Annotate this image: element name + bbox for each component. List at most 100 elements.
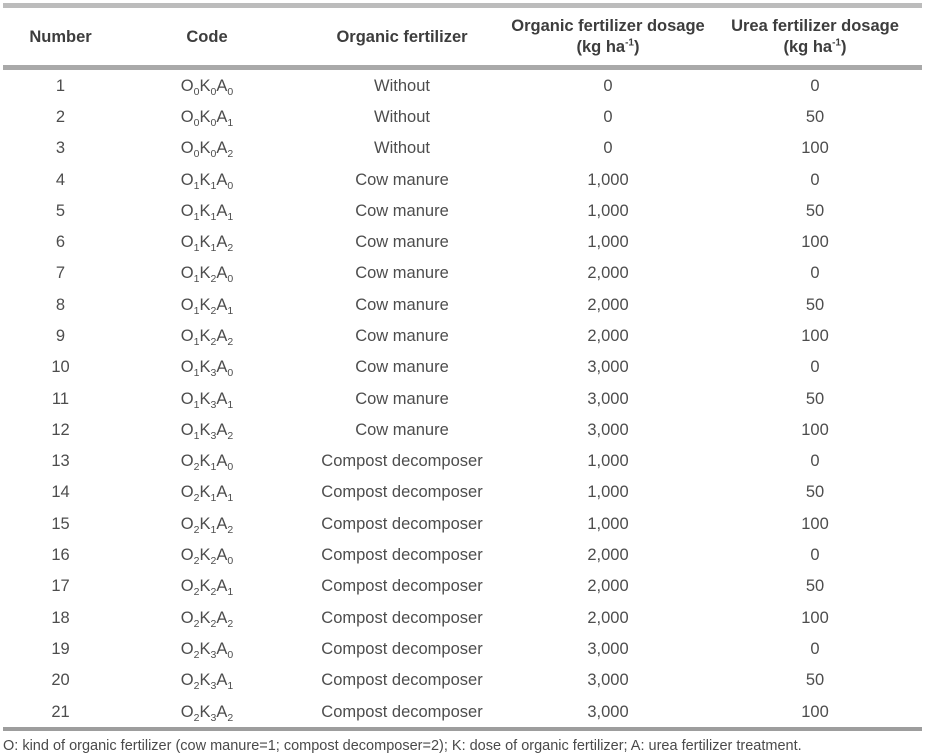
cell-urea-dosage: 100: [801, 326, 829, 345]
cell-organic-fertilizer: Without: [374, 76, 430, 95]
cell-urea-dosage: 50: [805, 389, 825, 408]
col-header-organic-fertilizer-label: Organic fertilizer: [336, 27, 468, 46]
cell-organic-fertilizer: Cow manure: [355, 326, 449, 345]
table-row: 13 O2K1A0 Compost decomposer 1,000 0: [3, 446, 922, 477]
cell-urea-dosage: 0: [810, 639, 820, 658]
cell-organic-dosage: 1,000: [587, 452, 629, 471]
cell-organic-dosage: 2,000: [587, 326, 629, 345]
table-row: 17 O2K2A1 Compost decomposer 2,000 50: [3, 571, 922, 602]
cell-code: O2K1A1: [180, 483, 234, 505]
cell-organic-fertilizer: Compost decomposer: [321, 452, 483, 471]
cell-organic-dosage: 1,000: [587, 201, 629, 220]
cell-number: 10: [51, 358, 70, 377]
cell-urea-dosage: 0: [810, 264, 820, 283]
cell-organic-dosage: 2,000: [587, 295, 629, 314]
cell-organic-dosage: 2,000: [587, 608, 629, 627]
cell-organic-dosage: 1,000: [587, 170, 629, 189]
table-row: 1 O0K0A0 Without 0 0: [3, 68, 922, 102]
cell-number: 8: [55, 295, 66, 314]
cell-number: 18: [51, 608, 70, 627]
cell-urea-dosage: 100: [801, 233, 829, 252]
cell-code: O1K2A2: [180, 326, 234, 348]
table-row: 19 O2K3A0 Compost decomposer 3,000 0: [3, 634, 922, 665]
cell-number: 12: [51, 420, 70, 439]
cell-organic-dosage: 0: [603, 139, 613, 158]
cell-number: 14: [51, 483, 70, 502]
cell-organic-dosage: 2,000: [587, 546, 629, 565]
header-row: Number Code Organic fertilizer Organic f…: [3, 5, 922, 68]
cell-code: O1K3A2: [180, 420, 234, 442]
col-header-urea-dosage: Urea fertilizer dosage (kg ha-1): [708, 6, 922, 68]
cell-organic-dosage: 3,000: [587, 702, 629, 721]
cell-organic-fertilizer: Cow manure: [355, 295, 449, 314]
cell-urea-dosage: 50: [805, 577, 825, 596]
cell-code: O2K1A2: [180, 514, 234, 536]
cell-organic-dosage: 3,000: [587, 358, 629, 377]
cell-number: 1: [55, 76, 66, 95]
cell-urea-dosage: 100: [801, 514, 829, 533]
cell-code: O2K1A0: [180, 452, 234, 474]
table-body: 1 O0K0A0 Without 0 0 2 O0K0A1 Without 0 50 3 O0K0A2…: [3, 68, 922, 730]
cell-organic-dosage: 3,000: [587, 671, 629, 690]
cell-organic-dosage: 1,000: [587, 233, 629, 252]
cell-urea-dosage: 0: [810, 170, 820, 189]
table-row: 8 O1K2A1 Cow manure 2,000 50: [3, 289, 922, 320]
cell-number: 7: [55, 264, 66, 283]
cell-organic-dosage: 1,000: [587, 483, 629, 502]
cell-code: O2K3A0: [180, 639, 234, 661]
cell-urea-dosage: 50: [805, 201, 825, 220]
cell-organic-fertilizer: Compost decomposer: [321, 702, 483, 721]
cell-organic-fertilizer: Cow manure: [355, 420, 449, 439]
col-header-urea-dosage-label: Urea fertilizer dosage: [731, 17, 899, 35]
cell-number: 13: [51, 452, 70, 471]
cell-number: 21: [51, 702, 70, 721]
cell-code: O0K0A2: [180, 139, 234, 161]
cell-urea-dosage: 0: [810, 546, 820, 565]
cell-code: O2K3A2: [180, 702, 234, 724]
table-row: 11 O1K3A1 Cow manure 3,000 50: [3, 383, 922, 414]
cell-organic-fertilizer: Without: [374, 107, 430, 126]
cell-organic-fertilizer: Compost decomposer: [321, 514, 483, 533]
table-row: 9 O1K2A2 Cow manure 2,000 100: [3, 321, 922, 352]
cell-code: O2K2A0: [180, 546, 234, 568]
table-header: Number Code Organic fertilizer Organic f…: [3, 5, 922, 68]
cell-organic-fertilizer: Cow manure: [355, 233, 449, 252]
table-row: 21 O2K3A2 Compost decomposer 3,000 100: [3, 696, 922, 729]
cell-code: O0K0A1: [180, 107, 234, 129]
cell-organic-dosage: 0: [603, 107, 613, 126]
cell-number: 5: [55, 201, 66, 220]
cell-organic-fertilizer: Compost decomposer: [321, 639, 483, 658]
cell-code: O0K0A0: [180, 76, 234, 98]
cell-organic-fertilizer: Without: [374, 139, 430, 158]
cell-urea-dosage: 0: [810, 452, 820, 471]
col-header-number-label: Number: [29, 27, 92, 46]
col-header-organic-dosage-unit: (kg ha-1): [576, 37, 640, 57]
cell-code: O1K1A1: [180, 201, 234, 223]
cell-urea-dosage: 50: [805, 107, 825, 126]
table-row: 18 O2K2A2 Compost decomposer 2,000 100: [3, 602, 922, 633]
cell-organic-dosage: 3,000: [587, 389, 629, 408]
cell-number: 2: [55, 107, 66, 126]
cell-organic-dosage: 2,000: [587, 264, 629, 283]
table-row: 3 O0K0A2 Without 0 100: [3, 133, 922, 164]
cell-number: 15: [51, 514, 70, 533]
cell-urea-dosage: 0: [810, 76, 820, 95]
cell-number: 17: [51, 577, 70, 596]
treatment-table: Number Code Organic fertilizer Organic f…: [3, 3, 922, 731]
cell-organic-fertilizer: Compost decomposer: [321, 671, 483, 690]
table-row: 4 O1K1A0 Cow manure 1,000 0: [3, 164, 922, 195]
cell-urea-dosage: 100: [801, 608, 829, 627]
cell-organic-fertilizer: Cow manure: [355, 264, 449, 283]
table-row: 12 O1K3A2 Cow manure 3,000 100: [3, 414, 922, 445]
table-row: 16 O2K2A0 Compost decomposer 2,000 0: [3, 540, 922, 571]
cell-number: 9: [55, 326, 66, 345]
cell-urea-dosage: 0: [810, 358, 820, 377]
cell-number: 3: [55, 139, 66, 158]
cell-code: O1K1A2: [180, 233, 234, 255]
cell-code: O2K3A1: [180, 671, 234, 693]
cell-organic-fertilizer: Compost decomposer: [321, 483, 483, 502]
table-row: 6 O1K1A2 Cow manure 1,000 100: [3, 227, 922, 258]
cell-number: 16: [51, 546, 70, 565]
cell-organic-dosage: 3,000: [587, 639, 629, 658]
